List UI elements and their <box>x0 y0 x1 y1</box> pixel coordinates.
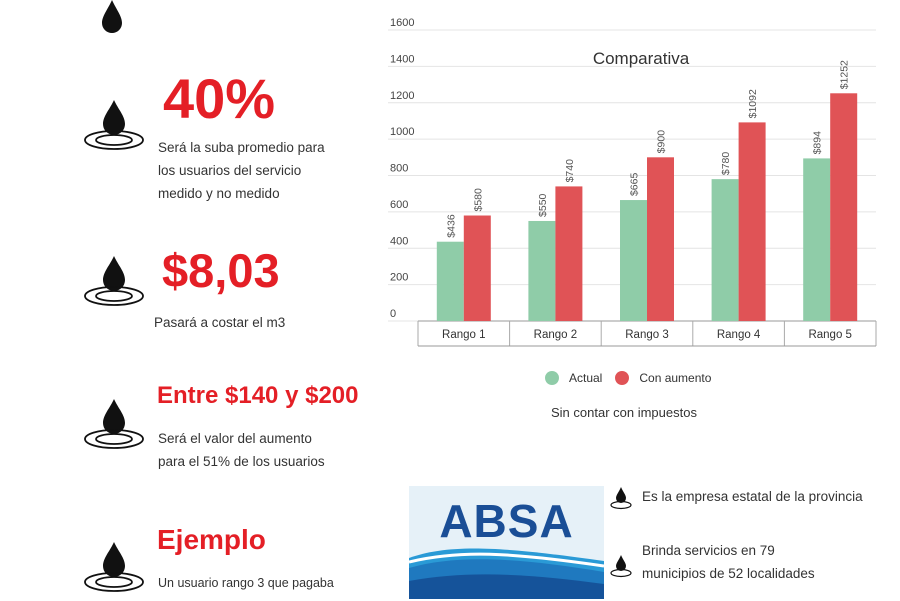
stat-value-3: Entre $140 y $200 <box>157 382 359 409</box>
drop-icon-top <box>99 0 125 41</box>
data-label: $665 <box>629 173 641 197</box>
x-tick-label: Rango 3 <box>625 329 668 341</box>
bar-actual <box>436 241 464 321</box>
data-label: $580 <box>472 188 484 212</box>
y-tick-label: 600 <box>390 199 408 211</box>
bar-actual <box>711 179 739 321</box>
stat-value-1: 40% <box>163 67 276 130</box>
chart-svg: 0 200 400 600 800 1000 1200 1400 1600 Comparativa… <box>388 17 877 347</box>
data-label: $740 <box>564 159 576 183</box>
bar-con-aumento <box>555 186 583 321</box>
legend-swatch-con-aumento <box>615 371 630 385</box>
drop-ripple-icon-3 <box>82 395 146 458</box>
data-label: $894 <box>812 131 824 155</box>
stat-value-2: $8,03 <box>162 244 280 297</box>
x-tick-label: Rango 1 <box>442 329 485 341</box>
absa-logo: ABSA <box>409 486 604 599</box>
info-drop-icon-2 <box>609 553 633 584</box>
bar-actual <box>620 200 647 321</box>
chart-title: Comparativa <box>593 49 690 68</box>
x-tick-label: Rango 5 <box>808 329 851 341</box>
bar-con-aumento <box>647 157 674 321</box>
y-tick-label: 1400 <box>390 53 414 65</box>
data-label: $550 <box>537 193 549 217</box>
y-tick-label: 1600 <box>390 17 414 29</box>
logo-text: ABSA <box>439 495 574 547</box>
y-tick-label: 0 <box>390 308 396 320</box>
chart-note: Sin contar con impuestos <box>551 405 697 420</box>
stat-desc-4: Un usuario rango 3 que pagaba <box>158 576 334 590</box>
y-tick-label: 800 <box>390 163 408 175</box>
y-tick-label: 1000 <box>390 126 414 138</box>
info-text-2: Brinda servicios en 79 municipios de 52 … <box>642 543 815 581</box>
legend-item-con-aumento: Con aumento <box>615 371 711 385</box>
data-label: $1092 <box>747 89 759 118</box>
legend-swatch-actual <box>545 371 559 385</box>
y-tick-label: 400 <box>390 235 408 247</box>
data-label: $1252 <box>839 60 851 89</box>
y-tick-label: 200 <box>390 272 408 284</box>
bar-chart: 0 200 400 600 800 1000 1200 1400 1600 Comparativa… <box>370 0 900 440</box>
info-text-1: Es la empresa estatal de la provincia <box>642 489 863 504</box>
bar-con-aumento <box>830 93 858 321</box>
data-label: $900 <box>656 130 668 154</box>
bar-actual <box>803 158 831 321</box>
bar-actual <box>528 220 556 321</box>
drop-ripple-icon-1 <box>82 96 146 159</box>
stat-desc-3: Será el valor del aumento para el 51% de… <box>158 431 325 469</box>
stat-desc-1: Será la suba promedio para los usuarios … <box>158 140 325 201</box>
legend-item-actual: Actual <box>545 371 602 385</box>
legend-label-actual: Actual <box>569 371 603 385</box>
stat-desc-2: Pasará a costar el m3 <box>154 315 286 330</box>
x-tick-label: Rango 2 <box>534 329 577 341</box>
drop-ripple-icon-2 <box>82 252 146 315</box>
bar-con-aumento <box>738 122 766 321</box>
data-label: $436 <box>445 214 457 238</box>
bar-con-aumento <box>463 215 491 321</box>
x-tick-label: Rango 4 <box>717 329 761 341</box>
chart-legend: Actual Con aumento <box>545 371 724 385</box>
data-label: $780 <box>720 152 732 176</box>
info-drop-icon-1 <box>609 485 633 516</box>
y-tick-label: 1200 <box>390 90 414 102</box>
drop-ripple-icon-4 <box>82 538 146 601</box>
stat-value-4: Ejemplo <box>157 524 266 555</box>
legend-label-con-aumento: Con aumento <box>639 371 712 385</box>
